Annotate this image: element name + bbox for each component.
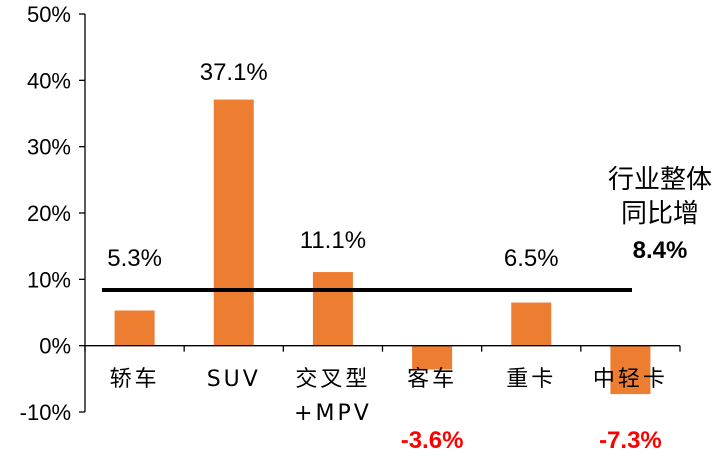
bar (312, 272, 353, 346)
y-tick-label: 0% (39, 334, 71, 359)
bar (610, 345, 651, 395)
data-label-negative: -7.3% (599, 427, 662, 454)
data-label: 5.3% (107, 245, 162, 272)
data-label: 6.5% (504, 245, 559, 272)
category-label: 重卡 (506, 367, 556, 392)
category-label: 中轻卡 (593, 367, 668, 392)
category-label: 交叉型 (295, 367, 370, 392)
reference-annotation-line2: 同比增 (621, 199, 699, 229)
y-tick-label: 50% (27, 2, 71, 27)
reference-annotation-value: 8.4% (633, 237, 688, 264)
reference-annotation-line1: 行业整体 (608, 165, 712, 195)
category-label: 轿车 (110, 367, 160, 392)
y-tick-label: 40% (27, 68, 71, 93)
bar (412, 345, 453, 370)
data-label-negative: -3.6% (401, 427, 464, 454)
data-label: 11.1% (300, 227, 366, 254)
category-label: 客车 (407, 367, 457, 392)
bar (511, 302, 552, 346)
bar (213, 99, 254, 346)
bar (114, 310, 155, 346)
y-tick-label: 30% (27, 135, 71, 160)
y-tick-label: 10% (27, 267, 71, 292)
data-label: 37.1% (200, 59, 268, 86)
y-tick-label: -10% (20, 400, 71, 425)
y-tick-label: 20% (27, 201, 71, 226)
category-label: +MPV (294, 401, 372, 426)
category-label: SUV (207, 367, 261, 392)
